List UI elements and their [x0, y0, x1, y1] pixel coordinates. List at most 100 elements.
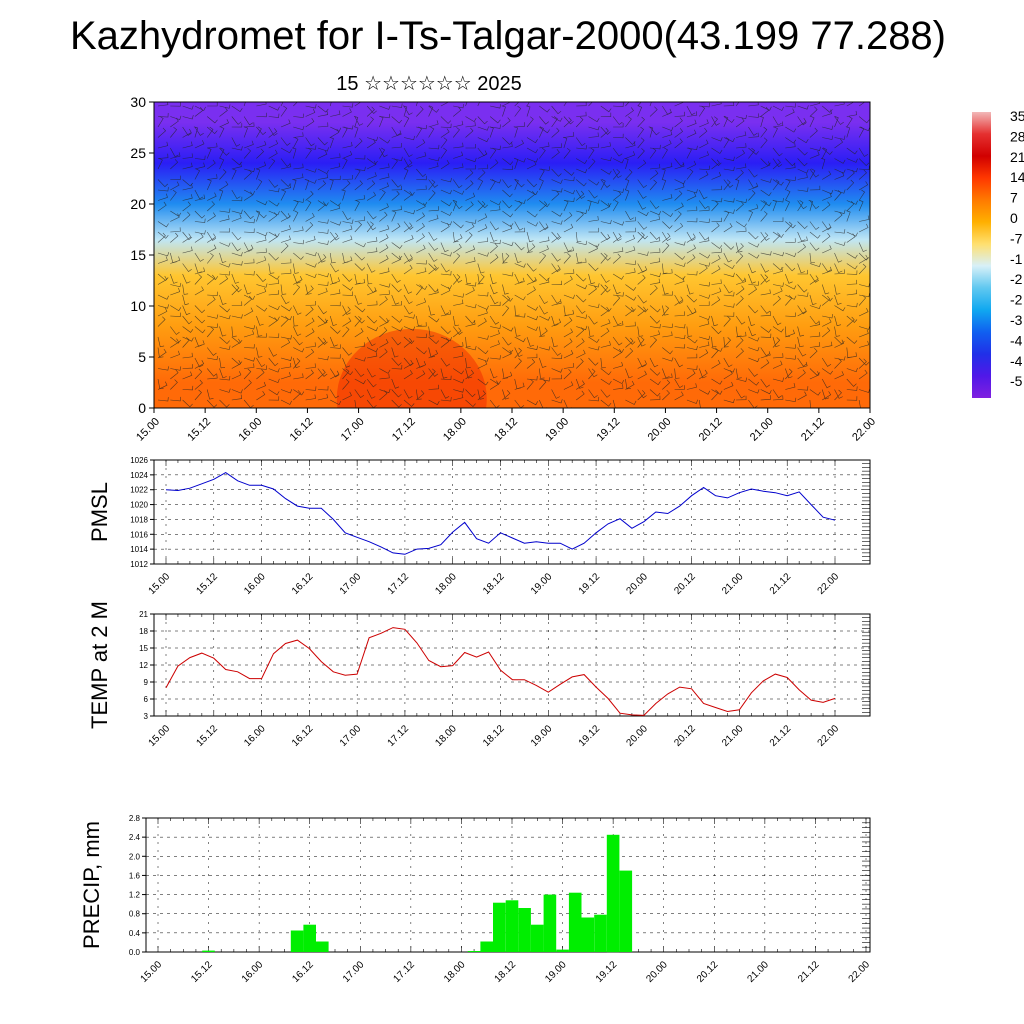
- wind-barb: [797, 305, 807, 315]
- wind-barb: [353, 116, 359, 128]
- wind-barb: [416, 370, 426, 380]
- wind-barb: [243, 102, 246, 107]
- wind-barb: [305, 342, 316, 348]
- wind-barb: [317, 369, 326, 380]
- wind-barb: [563, 176, 575, 182]
- wind-barb: [858, 242, 867, 252]
- wind-barb: [440, 177, 452, 183]
- wind-barb: [477, 164, 489, 170]
- wind-barb: [735, 295, 744, 306]
- wind-barb: [280, 269, 292, 275]
- wind-barb: [354, 278, 366, 285]
- wind-barb: [157, 252, 170, 257]
- wind-barb: [502, 336, 512, 346]
- wind-barb: [748, 147, 759, 155]
- wind-barb: [846, 316, 855, 327]
- wind-barb: [293, 358, 301, 369]
- wind-barb: [600, 368, 612, 376]
- wind-barb: [317, 137, 328, 146]
- wind-barbs: [157, 102, 870, 408]
- wind-barb: [194, 194, 206, 201]
- wind-barb: [182, 233, 192, 243]
- wind-barb: [182, 231, 193, 241]
- wind-barb: [243, 284, 252, 295]
- wind-barb: [772, 326, 784, 333]
- wind-barb: [699, 294, 711, 299]
- wind-barb: [367, 300, 378, 306]
- wind-barb: [317, 338, 327, 348]
- wind-barb: [317, 201, 327, 212]
- wind-barb: [219, 271, 231, 276]
- wind-barb: [785, 284, 797, 290]
- wind-barb: [440, 210, 452, 216]
- wind-barb: [612, 315, 622, 326]
- wind-barb: [625, 210, 634, 221]
- wind-barb: [674, 357, 684, 368]
- wind-barb: [440, 223, 450, 233]
- wind-barb: [207, 274, 216, 285]
- wind-barb: [367, 247, 378, 254]
- wind-barb: [194, 168, 201, 180]
- wind-barb: [526, 399, 538, 406]
- wind-barb: [157, 275, 168, 285]
- wind-barb: [341, 189, 346, 201]
- wind-barb: [526, 326, 538, 331]
- wind-barb: [674, 117, 683, 128]
- wind-barb: [231, 301, 243, 306]
- wind-barb: [453, 368, 464, 375]
- x-tick-label: 16.00: [242, 571, 268, 597]
- y-tick-label: 1016: [130, 530, 148, 539]
- wind-barb: [526, 231, 534, 243]
- wind-barb: [539, 253, 547, 264]
- precip-bar: [594, 914, 607, 952]
- wind-barb: [637, 231, 648, 240]
- wind-barb: [625, 380, 635, 390]
- wind-barb: [170, 213, 180, 222]
- wind-barb: [797, 292, 809, 297]
- wind-barb: [551, 179, 563, 184]
- wind-barb: [379, 244, 389, 254]
- wind-barb: [834, 135, 846, 140]
- wind-barb: [416, 315, 423, 327]
- wind-barb: [452, 315, 460, 327]
- wind-barb: [465, 116, 477, 123]
- wind-barb: [760, 189, 772, 197]
- wind-barb: [588, 389, 598, 399]
- wind-barb: [416, 284, 428, 290]
- wind-barb: [588, 368, 598, 378]
- precip-bar: [531, 924, 544, 952]
- wind-barb: [194, 379, 203, 390]
- wind-barb: [206, 389, 214, 400]
- wind-barb: [403, 399, 415, 407]
- wind-barb: [822, 294, 833, 302]
- wind-barb: [772, 389, 783, 399]
- wind-barb: [231, 196, 243, 202]
- wind-barb: [846, 252, 858, 259]
- wind-barb: [268, 212, 278, 222]
- wind-barb: [748, 263, 756, 274]
- wind-barb: [243, 307, 254, 317]
- wind-barb: [649, 368, 661, 376]
- wind-barb: [330, 162, 341, 170]
- wind-barb: [329, 326, 341, 334]
- wind-barb: [428, 162, 439, 170]
- wind-barb: [428, 105, 434, 117]
- wind-barb: [772, 267, 783, 275]
- wind-barb: [625, 399, 637, 405]
- wind-barb: [809, 242, 820, 251]
- wind-barb: [305, 285, 314, 296]
- wind-barb: [293, 389, 305, 396]
- wind-barb: [588, 283, 600, 288]
- colorbar-label: 35: [1010, 108, 1024, 124]
- wind-barb: [219, 126, 225, 138]
- wind-barb: [182, 284, 189, 295]
- wind-barb: [576, 158, 588, 165]
- wind-barb: [648, 126, 654, 138]
- wind-barb: [711, 200, 719, 212]
- wind-barb: [588, 189, 598, 199]
- wind-barb: [711, 265, 721, 275]
- wind-barb: [428, 179, 436, 191]
- wind-barb: [649, 272, 661, 278]
- wind-barb: [539, 399, 548, 408]
- wind-barb: [551, 105, 562, 115]
